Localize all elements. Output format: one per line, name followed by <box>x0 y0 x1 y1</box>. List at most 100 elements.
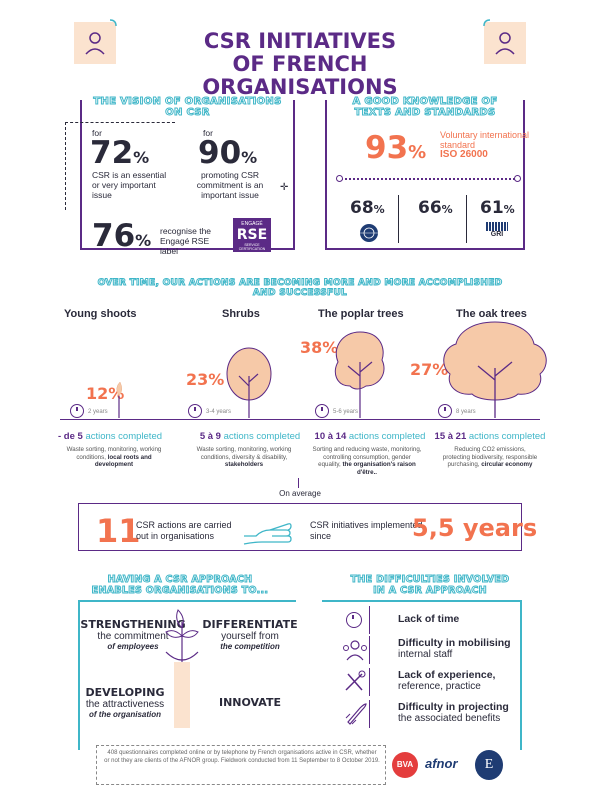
vision-stat1-text: CSR is an essential or very important is… <box>92 170 167 200</box>
vision-title: THE VISION OF ORGANISATIONS ON CSR <box>70 96 305 119</box>
standards-main-name: ISO 26000 <box>440 149 488 160</box>
stage2-name: Shrubs <box>222 308 260 320</box>
vision-stat3-text: recognise the Engagé RSE label <box>160 226 212 256</box>
avg-years-text: CSR initiatives implemented since <box>310 520 423 541</box>
emblem-logo: E <box>475 750 503 780</box>
stage1-name: Young shoots <box>64 308 137 320</box>
stage4-count: 15 à 21 actions completed <box>420 431 560 442</box>
standards-item3-value: 61% <box>480 198 515 218</box>
standards-item3-unit: % <box>503 203 515 216</box>
vision-stat1-value: 72% <box>90 135 149 171</box>
vision-stat2-value: 90% <box>198 135 257 171</box>
approach-item2: DIFFERENTIATE yourself from the competit… <box>200 618 300 651</box>
stage4-clock-icon <box>438 404 452 418</box>
difficulty-3-rest: reference, practice <box>398 681 481 692</box>
difficulty-clock-shape <box>346 612 362 628</box>
approach-item3-line: the attractiveness <box>85 699 165 710</box>
stage4-count-suffix: actions completed <box>468 431 546 442</box>
stage2-years: 3-4 years <box>206 409 232 415</box>
standards-main-unit: % <box>408 142 427 163</box>
vision-stat1-number: 72 <box>90 135 134 171</box>
approach-item2-italic: the competition <box>220 642 280 651</box>
approach-item3-italic: of the organisation <box>89 710 161 719</box>
average-label: On average <box>279 489 321 498</box>
standards-item1-number: 68 <box>350 198 374 218</box>
difficulty-4-bold: Difficulty in projecting <box>398 701 509 713</box>
main-title-line2: OF FRENCH ORGANISATIONS <box>202 52 398 99</box>
approach-item1: STRENGTHENING the commitment of employee… <box>78 618 188 651</box>
stage4-pct: 27% <box>410 360 449 379</box>
standards-main-value: 93% <box>365 130 426 166</box>
gri-logo-text: GRI <box>490 231 504 238</box>
approach-title: HAVING A CSR APPROACH ENABLES ORGANISATI… <box>70 574 290 597</box>
difficulty-rocket-icon <box>340 700 370 728</box>
avg-actions-text: CSR actions are carried out in organisat… <box>136 520 232 541</box>
stage1-desc-text: Waste sorting, monitoring, working condi… <box>66 446 162 461</box>
bva-logo: BVA <box>392 752 418 778</box>
approach-item3: DEVELOPING the attractiveness of the org… <box>70 686 180 719</box>
approach-item1-bold: STRENGTHENING <box>80 618 186 631</box>
progress-title-line1: OVER TIME, OUR ACTIONS ARE BECOMING MORE… <box>97 278 503 289</box>
header: CSR INITIATIVES OF FRENCH ORGANISATIONS <box>0 0 600 99</box>
stage2-desc-bold: stakeholders <box>224 461 264 468</box>
difficulty-row-3: Lack of experience, reference, practice <box>340 668 580 696</box>
stage4-desc: Reducing CO2 emissions, protecting biodi… <box>440 446 540 469</box>
gri-logo: GRI <box>486 222 508 240</box>
avg-years-value: 5,5 years <box>412 514 538 542</box>
difficulties-title: THE DIFFICULTIES INVOLVED IN A CSR APPRO… <box>320 574 540 597</box>
stage3-count-prefix: 10 à 14 <box>314 431 347 442</box>
approach-item2-bold: DIFFERENTIATE <box>202 618 298 631</box>
stage3-clock-icon <box>315 404 329 418</box>
person-right-icon <box>483 19 526 64</box>
hand-icon <box>243 523 292 545</box>
approach-title-line1: HAVING A CSR APPROACH <box>107 574 253 586</box>
standards-item1-unit: % <box>373 203 385 216</box>
difficulty-people-icon <box>340 636 370 664</box>
stage4-name: The oak trees <box>456 308 527 320</box>
footer-note: 408 questionnaires completed online or b… <box>104 750 380 764</box>
ground-line <box>60 419 540 420</box>
difficulty-tools-icon <box>340 668 370 696</box>
difficulty-clock-icon <box>340 606 370 634</box>
stage4-years: 8 years <box>456 409 476 415</box>
vision-stat3-number: 76 <box>92 218 136 254</box>
difficulty-row-1: Lack of time <box>340 606 580 634</box>
standards-divider-2 <box>466 195 467 243</box>
difficulties-title-line2: IN A CSR APPROACH <box>373 585 488 597</box>
stage1-count-suffix: actions completed <box>85 431 163 442</box>
standards-divider-dot-left <box>336 175 343 182</box>
stage4-desc-bold: circular economy <box>481 461 533 468</box>
standards-item2-value: 66% <box>418 198 453 218</box>
global-compact-logo <box>360 224 378 242</box>
standards-title-line1: A GOOD KNOWLEDGE OF <box>352 96 498 108</box>
vision-stat3-unit: % <box>135 231 152 250</box>
plant-hand-icon <box>165 609 199 728</box>
stage3-years: 5-6 years <box>333 409 359 415</box>
stage3-desc-bold: the organisation's raison d'être.. <box>342 461 416 476</box>
vision-title-line2: ON CSR <box>165 107 210 119</box>
vision-stat3-value: 76% <box>92 218 151 254</box>
standards-main-text: Voluntary international standard ISO 260… <box>440 130 550 160</box>
standards-divider-dot-right <box>514 175 521 182</box>
stage4-desc-text: Reducing CO2 emissions, protecting biodi… <box>442 446 538 468</box>
stage3-desc: Sorting and reducing waste, monitoring, … <box>312 446 422 476</box>
difficulty-1-bold: Lack of time <box>398 613 460 625</box>
crosshair-icon: ✛ <box>280 182 289 193</box>
stage2-count-prefix: 5 à 9 <box>199 431 221 442</box>
standards-title-line2: TEXTS AND STANDARDS <box>354 107 496 119</box>
vision-stat1-frame <box>65 122 175 210</box>
approach-item4-bold: INNOVATE <box>218 696 281 709</box>
stage3-pct: 38% <box>300 338 339 357</box>
difficulty-row-4: Difficulty in projecting the associated b… <box>340 700 580 728</box>
engage-rse-bottom: SERVICE CERTIFICATION <box>238 243 266 251</box>
approach-item2-line: yourself from <box>221 631 279 642</box>
standards-dotted-divider <box>338 178 518 180</box>
engage-rse-top: ENGAGÉ <box>241 221 263 227</box>
standards-title: A GOOD KNOWLEDGE OF TEXTS AND STANDARDS <box>325 96 525 119</box>
footer-note-box <box>96 745 386 785</box>
standards-item1-value: 68% <box>350 198 385 218</box>
stage2-pct: 23% <box>186 370 225 389</box>
stage1-desc-bold: local roots and development <box>94 453 152 469</box>
approach-item3-bold: DEVELOPING <box>85 686 165 699</box>
stage1-count: - de 5 actions completed <box>40 431 180 442</box>
